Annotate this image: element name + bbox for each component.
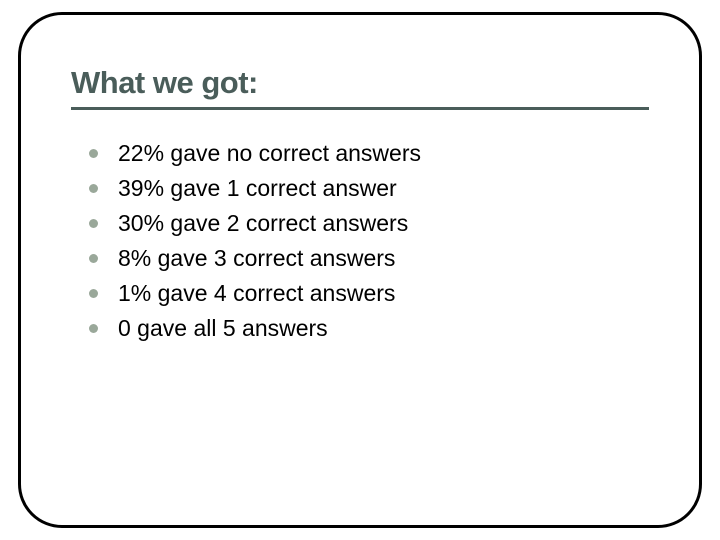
bullet-icon bbox=[89, 149, 98, 158]
bullet-icon bbox=[89, 219, 98, 228]
list-item-text: 22% gave no correct answers bbox=[118, 138, 421, 169]
list-item: 1% gave 4 correct answers bbox=[89, 278, 649, 309]
list-item: 30% gave 2 correct answers bbox=[89, 208, 649, 239]
bullet-icon bbox=[89, 184, 98, 193]
slide-title: What we got: bbox=[71, 65, 649, 101]
bullet-icon bbox=[89, 289, 98, 298]
title-block: What we got: bbox=[71, 65, 649, 110]
list-item: 39% gave 1 correct answer bbox=[89, 173, 649, 204]
list-item-text: 39% gave 1 correct answer bbox=[118, 173, 397, 204]
list-item-text: 1% gave 4 correct answers bbox=[118, 278, 395, 309]
list-item-text: 8% gave 3 correct answers bbox=[118, 243, 395, 274]
list-item-text: 30% gave 2 correct answers bbox=[118, 208, 408, 239]
bullet-list: 22% gave no correct answers 39% gave 1 c… bbox=[89, 138, 649, 344]
slide-frame: What we got: 22% gave no correct answers… bbox=[18, 12, 702, 528]
bullet-icon bbox=[89, 254, 98, 263]
list-item: 8% gave 3 correct answers bbox=[89, 243, 649, 274]
list-item-text: 0 gave all 5 answers bbox=[118, 313, 328, 344]
list-item: 22% gave no correct answers bbox=[89, 138, 649, 169]
title-underline bbox=[71, 107, 649, 110]
list-item: 0 gave all 5 answers bbox=[89, 313, 649, 344]
bullet-icon bbox=[89, 324, 98, 333]
